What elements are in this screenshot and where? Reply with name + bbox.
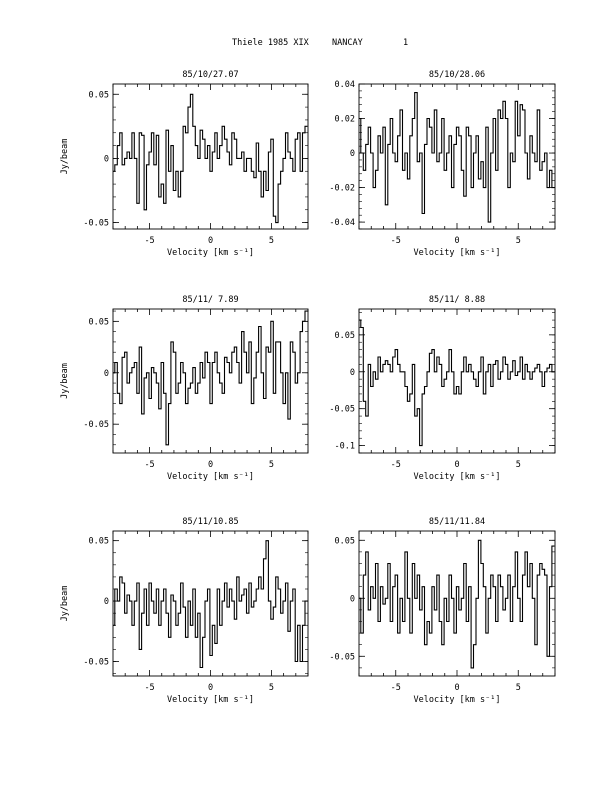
panel-2-xlabel: Velocity [km s⁻¹] [414,248,501,258]
panel-3-xtick-label: 0 [208,460,213,470]
panel-4-spectrum-line [359,319,555,447]
panel-6-xtick-label: -5 [391,683,401,693]
panel-5-title: 85/11/10.85 [182,517,238,527]
panel-4-xtick-label: 0 [454,460,459,470]
panel-6-spectrum-line [359,539,555,669]
panel-3-xlabel: Velocity [km s⁻¹] [167,472,254,482]
panel-6-frame [358,530,556,677]
panel-3-xtick-label: 5 [269,460,274,470]
panel-2-spectrum-line [359,92,555,223]
panel-6-ytick-label: 0.05 [335,536,355,546]
panel-6-ytick-label: 0 [350,594,355,604]
panel-4-xtick-label: -5 [391,460,401,470]
panel-3-ytick-label: -0.05 [83,420,109,430]
panel-5-spectrum-line [113,540,308,669]
panel-5-ytick-label: -0.05 [83,658,109,668]
panel-2-ytick-label: 0.04 [335,80,355,90]
panel-5-ylabel: Jy/beam [60,586,70,622]
panel-3-title: 85/11/ 7.89 [182,295,238,305]
panel-5-xtick-label: 0 [208,683,213,693]
panel-4-ytick-label: 0 [350,368,355,378]
panel-4-frame [358,308,556,454]
panel-6-xtick-label: 5 [516,683,521,693]
panel-1-spectrum-line [113,93,308,224]
panel-2-xtick-label: -5 [391,236,401,246]
panel-1-ytick-label: 0 [104,154,109,164]
panel-5-frame [112,530,309,677]
panel-3-ytick-label: 0.05 [89,317,109,327]
panel-2-ytick-label: -0.04 [329,218,355,228]
panel-2-ytick-label: -0.02 [329,184,355,194]
panel-1-xtick-label: 5 [269,236,274,246]
panel-3-xtick-label: -5 [144,460,154,470]
panel-3-ylabel: Jy/beam [60,363,70,399]
panel-2-xtick-label: 5 [516,236,521,246]
panel-1-frame [112,83,309,230]
panel-4-ytick-label: -0.1 [335,442,355,452]
panel-2-title: 85/10/28.06 [429,70,485,80]
panel-1-xtick-label: -5 [144,236,154,246]
panel-1-xtick-label: 0 [208,236,213,246]
panel-4-ytick-label: -0.05 [329,405,355,415]
panel-5-xlabel: Velocity [km s⁻¹] [167,695,254,705]
panel-5-ytick-label: 0 [104,597,109,607]
panel-1-title: 85/10/27.07 [182,70,238,80]
panel-2-ytick-label: 0 [350,149,355,159]
panel-2-ytick-label: 0.02 [335,115,355,125]
panel-4-xlabel: Velocity [km s⁻¹] [414,472,501,482]
panel-2-xtick-label: 0 [454,236,459,246]
panel-4-xtick-label: 5 [516,460,521,470]
panel-6-xlabel: Velocity [km s⁻¹] [414,695,501,705]
panel-4-ytick-label: 0.05 [335,331,355,341]
panel-1-ytick-label: -0.05 [83,219,109,229]
panel-4-title: 85/11/ 8.88 [429,295,485,305]
panel-5-xtick-label: 5 [269,683,274,693]
panel-3-frame [112,308,309,454]
figure-title: Thiele 1985 XIX [232,38,309,48]
panel-6-ytick-label: -0.05 [329,652,355,662]
site-label: NANCAY [332,38,363,48]
panel-6-xtick-label: 0 [454,683,459,693]
panel-1-ylabel: Jy/beam [60,139,70,175]
panel-6-title: 85/11/11.84 [429,517,485,527]
panel-1-xlabel: Velocity [km s⁻¹] [167,248,254,258]
panel-3-spectrum-line [113,310,308,446]
panel-5-ytick-label: 0.05 [89,537,109,547]
panel-3-ytick-label: 0 [104,369,109,379]
panel-2-frame [358,83,556,230]
panel-5-xtick-label: -5 [144,683,154,693]
panel-1-ytick-label: 0.05 [89,90,109,100]
page-number: 1 [403,38,409,48]
